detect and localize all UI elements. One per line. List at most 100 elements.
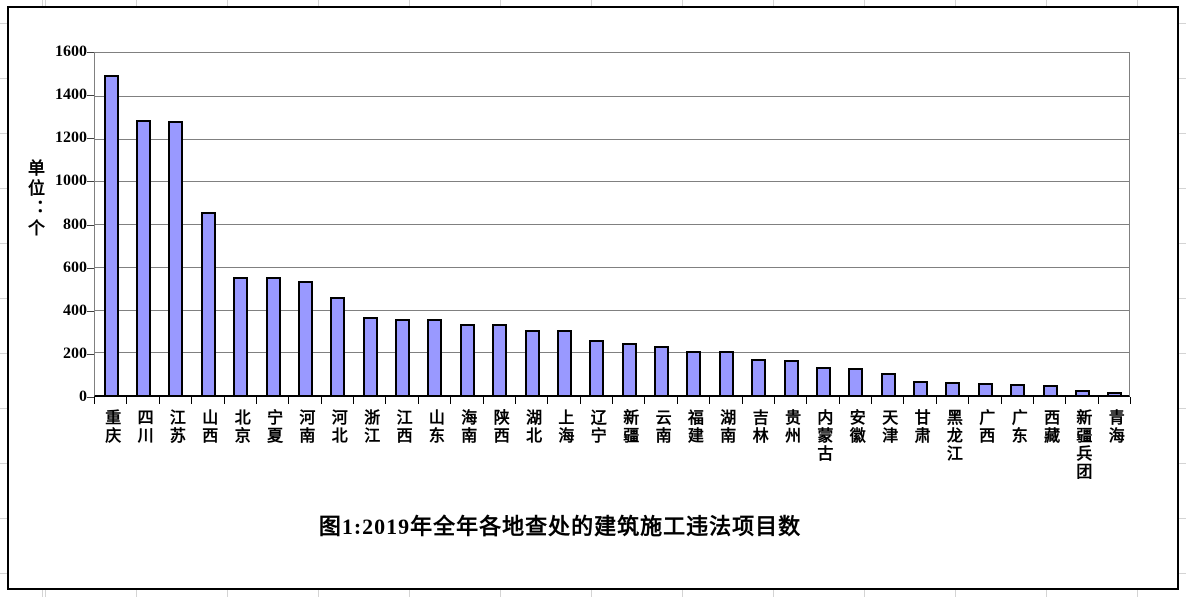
x-category-label: 山东 <box>425 409 443 445</box>
x-axis-tick <box>482 397 484 404</box>
y-gridline <box>95 181 1129 183</box>
y-gridline <box>95 266 1129 268</box>
x-category-label: 新疆 <box>620 409 638 445</box>
x-axis-tick <box>547 397 549 404</box>
y-axis-tick <box>87 397 94 398</box>
bar <box>751 359 767 395</box>
x-axis-tick <box>158 397 160 404</box>
x-axis-tick <box>644 397 646 404</box>
x-category-label: 贵州 <box>782 409 800 445</box>
bar <box>362 317 378 395</box>
plot-area <box>94 52 1130 397</box>
x-category-label: 辽宁 <box>587 409 605 445</box>
x-axis-tick <box>1065 397 1067 404</box>
x-category-label: 天津 <box>879 409 897 445</box>
bar <box>136 120 152 395</box>
x-axis-tick <box>1130 397 1131 404</box>
x-category-label: 吉林 <box>749 409 767 445</box>
x-category-label: 广西 <box>976 409 994 445</box>
x-axis-tick <box>1097 397 1099 404</box>
x-axis-tick <box>353 397 354 404</box>
x-category-label: 湖北 <box>523 409 541 445</box>
bar <box>686 351 702 395</box>
x-axis-tick <box>320 397 322 404</box>
x-category-label: 西藏 <box>1041 409 1059 445</box>
y-axis-tick <box>87 138 94 140</box>
y-tick-label: 400 <box>63 301 87 319</box>
x-category-label: 北京 <box>231 409 249 445</box>
x-category-label: 广东 <box>1008 409 1026 445</box>
bar <box>783 360 799 395</box>
bar <box>265 277 281 395</box>
x-axis-tick <box>223 397 225 404</box>
bar <box>103 75 119 395</box>
bar <box>880 373 896 395</box>
y-tick-label: 1200 <box>55 129 87 147</box>
x-axis-tick <box>450 397 452 404</box>
bar <box>977 383 993 395</box>
x-axis-tick <box>806 397 808 404</box>
y-gridline <box>95 95 1129 97</box>
y-tick-label: 1000 <box>55 172 87 190</box>
y-axis-unit-label: 单位：个 <box>25 159 44 239</box>
bar <box>200 212 216 395</box>
y-tick-label: 1600 <box>55 43 87 60</box>
x-axis-tick <box>968 397 970 404</box>
chart-title: 图1:2019年全年各地查处的建筑施工违法项目数 <box>318 514 802 539</box>
x-category-label: 浙江 <box>361 409 379 445</box>
x-category-label: 河南 <box>296 409 314 445</box>
x-axis-tick <box>612 397 613 404</box>
x-axis-tick <box>1000 397 1002 404</box>
x-axis-tick <box>385 397 387 404</box>
y-gridline <box>95 224 1129 225</box>
y-tick-label: 200 <box>63 344 87 362</box>
x-category-label: 江西 <box>393 409 411 445</box>
bar <box>427 319 443 395</box>
x-axis-tick <box>676 397 678 404</box>
x-axis-tick <box>1032 397 1034 404</box>
bar <box>1010 384 1026 395</box>
bar <box>168 121 184 395</box>
x-axis-tick <box>288 397 290 404</box>
bar <box>1074 390 1090 395</box>
y-gridline <box>95 309 1129 311</box>
x-category-label: 甘肃 <box>911 409 929 445</box>
bar <box>233 277 249 395</box>
y-axis-tick <box>87 310 94 312</box>
x-axis-tick <box>417 397 419 404</box>
bar <box>815 367 831 395</box>
x-axis-tick <box>579 397 581 404</box>
y-axis-tick <box>87 52 94 53</box>
x-category-label: 宁夏 <box>264 409 282 445</box>
y-gridline <box>95 352 1129 354</box>
x-axis-tick <box>741 397 743 404</box>
x-axis-tick <box>126 397 128 404</box>
bar <box>654 346 670 395</box>
chart-frame: 单位：个 图1:2019年全年各地查处的建筑施工违法项目数 1600 1400 12… <box>7 6 1179 590</box>
y-axis-tick <box>87 95 94 97</box>
x-category-label: 新疆兵团 <box>1073 409 1091 481</box>
x-category-label: 海南 <box>458 409 476 445</box>
x-axis-tick <box>709 397 711 404</box>
x-category-label: 福建 <box>684 409 702 445</box>
bar <box>589 340 605 395</box>
x-category-label: 四川 <box>134 409 152 445</box>
x-axis-tick <box>903 397 905 404</box>
x-category-label: 山西 <box>199 409 217 445</box>
y-tick-label: 800 <box>63 215 87 233</box>
x-category-label: 陕西 <box>490 409 508 445</box>
x-axis-tick <box>255 397 257 404</box>
bar <box>330 297 346 395</box>
x-axis-tick <box>935 397 937 404</box>
bar <box>524 330 540 395</box>
x-axis-tick <box>773 397 775 404</box>
y-tick-label: 1400 <box>55 86 87 104</box>
bar <box>621 343 637 395</box>
x-category-label: 黑龙江 <box>943 409 961 463</box>
x-category-label: 江苏 <box>166 409 184 445</box>
y-axis-tick <box>87 181 94 183</box>
y-axis-tick <box>87 224 94 226</box>
bar <box>459 324 475 395</box>
y-axis-tick <box>87 353 94 355</box>
